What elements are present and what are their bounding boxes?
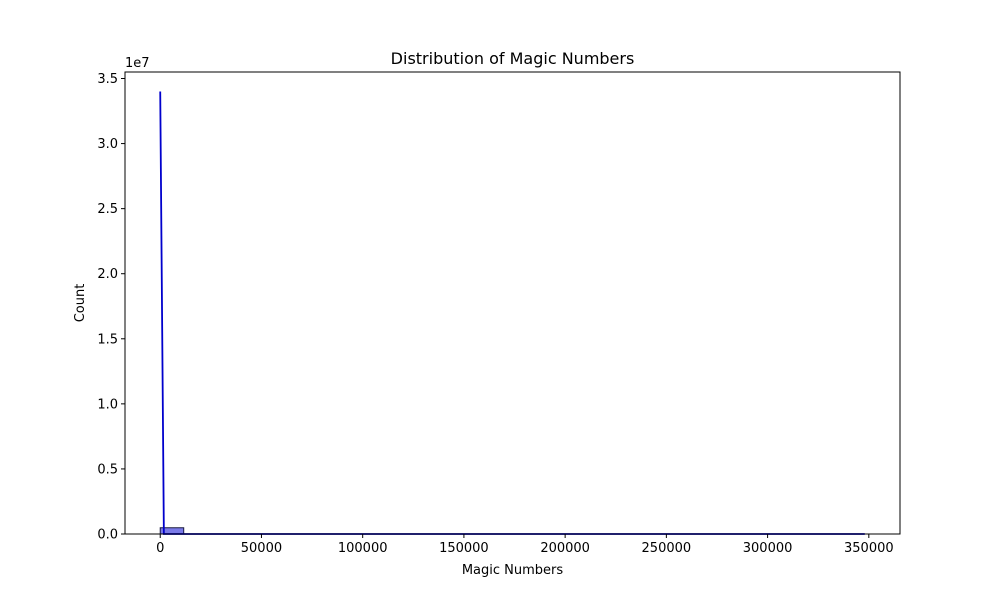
axes-frame — [124, 71, 901, 535]
y-tick-label: 2.5 — [97, 202, 118, 217]
y-tick-label: 3.0 — [97, 137, 118, 152]
x-tick-label: 0 — [156, 541, 164, 556]
x-tick-label: 150000 — [439, 541, 489, 556]
y-tick-label: 0.0 — [97, 528, 118, 543]
chart-title: Distribution of Magic Numbers — [391, 49, 635, 68]
x-tick-label: 350000 — [844, 541, 894, 556]
y-tick-label: 1.5 — [97, 332, 118, 347]
x-tick-label: 250000 — [642, 541, 692, 556]
y-axis-label: Count — [73, 284, 88, 323]
x-tick-label: 200000 — [540, 541, 590, 556]
y-tick-label: 1.0 — [97, 397, 118, 412]
y-axis-ticks: 0.0 0.5 1.0 1.5 2.0 2.5 3.0 3.5 — [97, 72, 125, 543]
x-tick-label: 50000 — [241, 541, 282, 556]
x-axis-ticks: 0 50000 100000 150000 200000 250000 300000 3500… — [156, 534, 894, 556]
y-axis-offset-label: 1e7 — [125, 56, 150, 71]
x-axis-label: Magic Numbers — [462, 563, 564, 578]
x-tick-label: 300000 — [743, 541, 793, 556]
y-tick-label: 3.5 — [97, 72, 118, 87]
y-tick-label: 0.5 — [97, 462, 118, 477]
y-tick-label: 2.0 — [97, 267, 118, 282]
x-tick-label: 100000 — [338, 541, 388, 556]
